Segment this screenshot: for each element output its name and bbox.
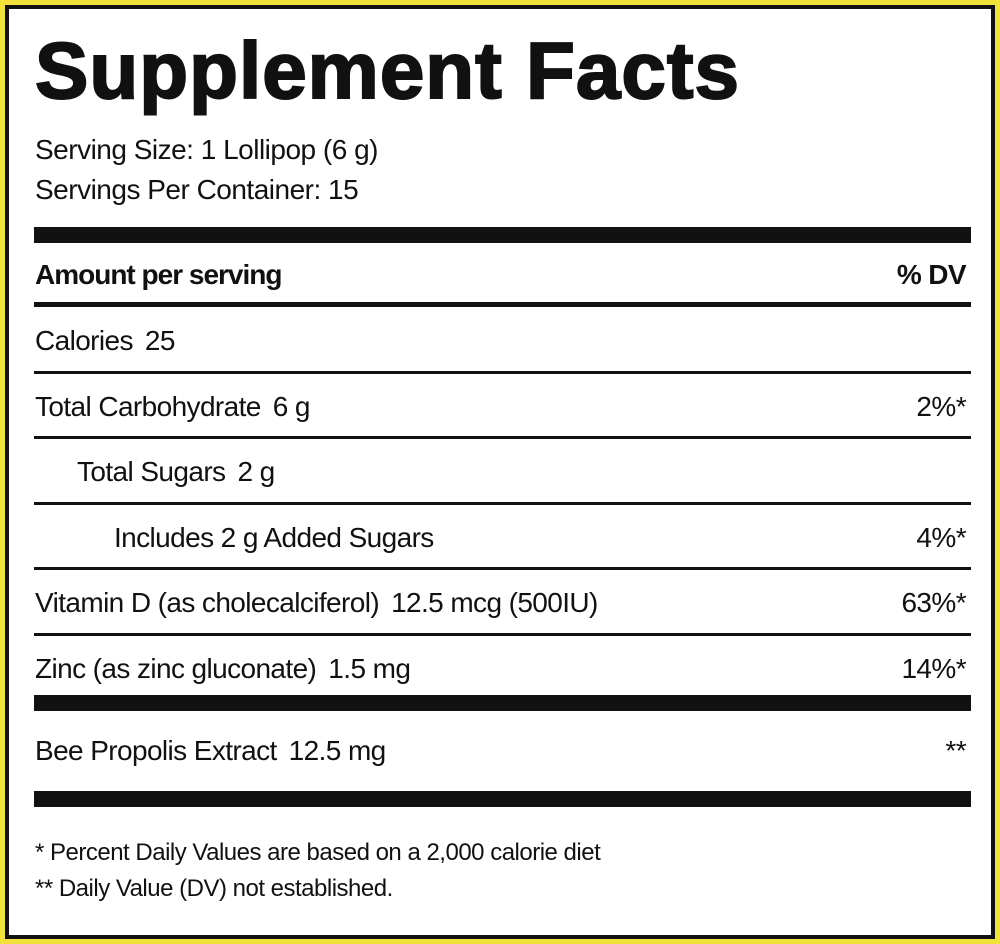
rule	[34, 791, 971, 807]
dv-heading: % DV	[896, 259, 967, 290]
nutrient-line: Total Sugars 2 g	[77, 458, 275, 486]
nutrient-amount: 6 g	[272, 391, 311, 422]
amount-heading: Amount per serving	[35, 259, 282, 290]
nutrient-amount: 12.5 mg	[288, 735, 387, 766]
nutrient-line: Calories 25	[35, 327, 175, 355]
nutrient-line: Zinc (as zinc gluconate) 1.5 mg	[35, 653, 411, 684]
rule	[34, 695, 971, 711]
nutrient-amount: 12.5 mcg (500IU)	[391, 587, 598, 618]
nutrient-label: Total Carbohydrate	[35, 391, 261, 422]
nutrient-amount: 25	[144, 325, 176, 356]
rule	[34, 502, 971, 505]
daily-value: 2%*	[916, 391, 966, 422]
nutrient-amount: 1.5 mg	[328, 653, 411, 684]
nutrient-line: Includes 2 g Added Sugars	[114, 524, 434, 552]
rule	[34, 436, 971, 439]
nutrient-line: Vitamin D (as cholecalciferol) 12.5 mcg (…	[35, 589, 598, 617]
nutrient-amount: 2 g	[237, 456, 275, 487]
rule	[34, 567, 971, 570]
title: Supplement Facts	[34, 26, 741, 115]
footnote: ** Daily Value (DV) not established.	[35, 875, 393, 902]
rule	[34, 633, 971, 636]
daily-value: **	[945, 735, 966, 766]
daily-value: 14%*	[901, 653, 966, 684]
nutrient-label: Includes 2 g Added Sugars	[114, 522, 434, 553]
nutrient-label: Total Sugars	[77, 456, 226, 487]
nutrient-label: Bee Propolis Extract	[35, 735, 277, 766]
daily-value: 63%*	[901, 587, 966, 618]
rule	[34, 302, 971, 307]
servings-per-container: Servings Per Container: 15	[35, 174, 359, 205]
nutrient-label: Zinc (as zinc gluconate)	[35, 653, 317, 684]
serving-size: Serving Size: 1 Lollipop (6 g)	[35, 134, 378, 165]
label-panel: Supplement Facts Serving Size: 1 Lollipo…	[5, 5, 995, 939]
nutrient-line: Total Carbohydrate 6 g	[35, 391, 311, 422]
nutrient-label: Calories	[35, 325, 134, 356]
footnote: * Percent Daily Values are based on a 2,…	[35, 839, 601, 866]
nutrient-line: Bee Propolis Extract 12.5 mg	[35, 737, 386, 765]
thick-rule	[34, 227, 971, 243]
rule	[34, 371, 971, 374]
nutrient-label: Vitamin D (as cholecalciferol)	[35, 587, 380, 618]
daily-value: 4%*	[916, 522, 966, 553]
